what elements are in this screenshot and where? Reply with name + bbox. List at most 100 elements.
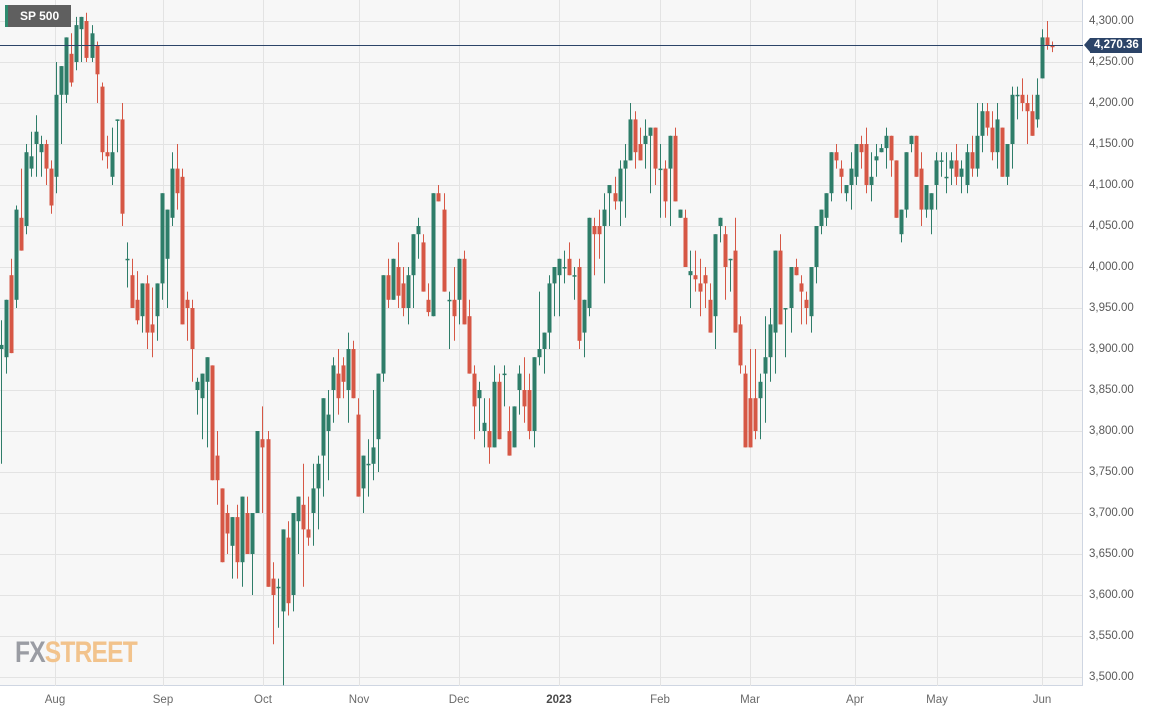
- candle-up: [326, 390, 331, 481]
- candle-down: [1045, 21, 1050, 50]
- candle-down: [799, 275, 804, 325]
- candle-up: [321, 398, 326, 497]
- candle-down: [733, 217, 738, 333]
- candle-down: [130, 258, 135, 308]
- fxstreet-logo: FXSTREET: [15, 636, 138, 670]
- y-tick-label: 3,550.00: [1089, 630, 1134, 642]
- candle-down: [990, 111, 995, 161]
- candle-down: [175, 144, 180, 210]
- candle-down: [266, 431, 271, 587]
- y-tick-label: 4,000.00: [1089, 261, 1134, 273]
- candle-up: [165, 209, 170, 308]
- candle-up: [371, 390, 376, 481]
- candle-down: [638, 127, 643, 161]
- candle-down: [753, 349, 758, 440]
- candle-up: [572, 267, 577, 300]
- candle-up: [607, 185, 612, 226]
- x-tick-label: Dec: [448, 694, 470, 706]
- candle-down: [436, 185, 441, 202]
- x-tick-label: Apr: [846, 694, 864, 706]
- candle-up: [602, 193, 607, 284]
- y-tick-label: 3,500.00: [1089, 671, 1134, 683]
- candle-up: [809, 267, 814, 333]
- y-tick-label: 3,600.00: [1089, 589, 1134, 601]
- x-tick-label: Mar: [740, 694, 760, 706]
- candle-down: [190, 299, 195, 382]
- candle-up: [4, 299, 9, 374]
- candles: [0, 12, 1055, 686]
- current-price-tag: 4,270.36: [1084, 38, 1142, 53]
- candle-down: [919, 152, 924, 226]
- candle-down: [220, 488, 225, 563]
- candle-up: [54, 62, 59, 194]
- candle-up: [311, 463, 316, 546]
- candle-up: [623, 144, 628, 218]
- candle-down: [834, 144, 839, 169]
- candle-up: [552, 267, 557, 317]
- candle-down: [180, 168, 185, 325]
- candle-up: [537, 291, 542, 366]
- candle-up: [200, 373, 205, 440]
- y-tick-label: 3,650.00: [1089, 548, 1134, 560]
- candle-up: [34, 115, 39, 177]
- candle-up: [909, 135, 914, 153]
- candle-up: [90, 25, 95, 62]
- candle-up: [884, 127, 889, 169]
- candle-up: [874, 144, 879, 177]
- x-tick-label: May: [926, 694, 948, 706]
- candle-up: [678, 209, 683, 218]
- y-tick-label: 4,250.00: [1089, 56, 1134, 68]
- candle-up: [965, 144, 970, 194]
- candle-up: [316, 455, 321, 530]
- candle-up: [648, 127, 653, 194]
- candle-up: [457, 258, 462, 325]
- candle-up: [532, 357, 537, 448]
- candle-down: [970, 135, 975, 177]
- candle-up: [1040, 29, 1045, 79]
- candle-down: [497, 373, 502, 440]
- candle-up: [547, 275, 552, 349]
- candle-down: [839, 160, 844, 194]
- candle-down: [1020, 78, 1025, 112]
- candle-down: [748, 349, 753, 448]
- candle-up: [949, 152, 954, 185]
- candle-down: [527, 373, 532, 440]
- candle-up: [824, 193, 829, 226]
- candle-down: [889, 135, 894, 177]
- candle-up: [758, 373, 763, 440]
- x-tick-label: 2023: [546, 694, 572, 706]
- candle-up: [924, 185, 929, 218]
- candle-up: [557, 258, 562, 317]
- candle-up: [542, 332, 547, 374]
- candle-down: [145, 275, 150, 349]
- candle-down: [1025, 94, 1030, 144]
- candle-up: [125, 242, 130, 288]
- candle-up: [688, 250, 693, 308]
- candle-down: [185, 291, 190, 341]
- candle-up: [79, 16, 84, 62]
- candle-down: [522, 357, 527, 423]
- plot-area[interactable]: [0, 0, 1083, 686]
- candle-down: [778, 234, 783, 325]
- candle-up: [995, 103, 1000, 169]
- candle-up: [14, 205, 19, 308]
- x-tick-label: Feb: [650, 694, 670, 706]
- candle-down: [286, 521, 291, 616]
- candle-down: [653, 127, 658, 185]
- candle-down: [693, 250, 698, 292]
- candle-down: [351, 340, 356, 399]
- candle-down: [120, 103, 125, 226]
- candle-down: [597, 209, 602, 259]
- candle-down: [472, 365, 477, 440]
- candle-up: [115, 119, 120, 153]
- candle-down: [633, 111, 638, 169]
- candle-up: [582, 299, 587, 358]
- candle-down: [804, 291, 809, 325]
- y-tick-label: 4,100.00: [1089, 179, 1134, 191]
- candle-down: [336, 349, 341, 415]
- logo-street: STREET: [44, 636, 138, 669]
- candle-down: [613, 176, 618, 210]
- candle-down: [1000, 127, 1005, 177]
- candle-up: [24, 144, 29, 235]
